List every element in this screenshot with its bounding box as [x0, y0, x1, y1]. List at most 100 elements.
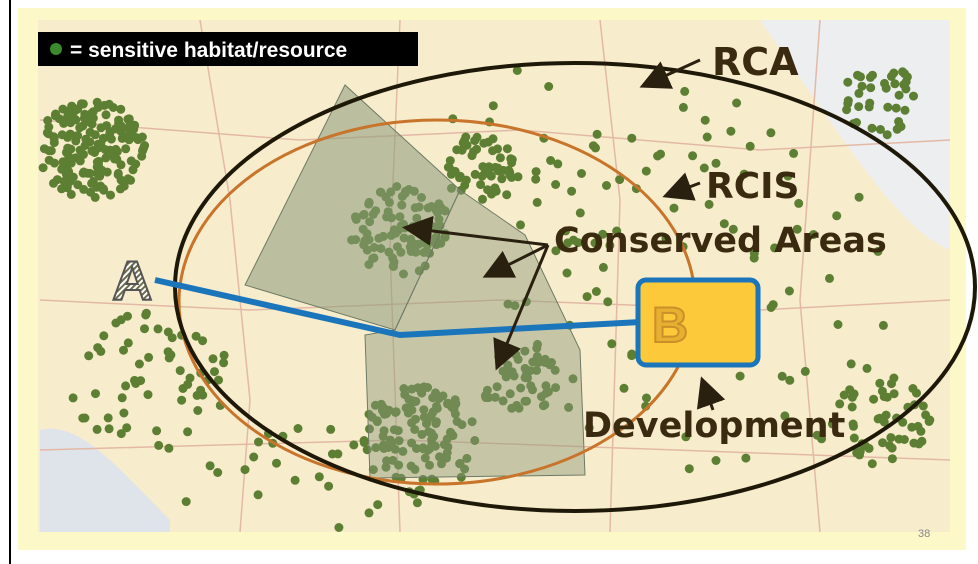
habitat-dot	[492, 382, 502, 392]
habitat-dot	[894, 117, 904, 126]
habitat-dot	[116, 429, 126, 439]
habitat-dot	[745, 141, 755, 151]
habitat-dot	[349, 440, 359, 450]
habitat-dot	[900, 105, 910, 115]
habitat-dot	[488, 134, 498, 144]
habitat-dot	[92, 424, 102, 434]
habitat-dot	[154, 440, 164, 450]
habitat-dot	[407, 418, 417, 428]
habitat-dot	[854, 102, 864, 112]
habitat-dot	[800, 366, 810, 376]
habitat-dot	[470, 169, 480, 179]
habitat-dot	[478, 162, 488, 172]
habitat-dot	[544, 82, 554, 91]
habitat-dot	[66, 189, 76, 199]
habitat-dot	[101, 110, 111, 120]
habitat-dot	[50, 158, 59, 168]
habitat-dot	[364, 508, 374, 518]
habitat-dot	[44, 122, 54, 132]
habitat-dot	[749, 248, 759, 258]
habitat-dot	[68, 393, 78, 403]
habitat-dot	[551, 383, 561, 393]
habitat-dot	[384, 405, 394, 415]
rcis-label: RCIS	[706, 166, 799, 207]
habitat-dot	[741, 453, 751, 463]
habitat-dot	[46, 146, 56, 156]
habitat-dot	[479, 138, 489, 148]
habitat-dot	[183, 427, 193, 437]
habitat-dot	[434, 394, 444, 404]
habitat-dot	[488, 101, 498, 111]
habitat-dot	[101, 153, 111, 163]
habitat-dot	[873, 246, 883, 256]
habitat-dot	[290, 475, 300, 485]
habitat-dot	[833, 320, 843, 329]
habitat-dot	[71, 136, 81, 146]
habitat-dot	[412, 498, 422, 508]
habitat-dot	[359, 437, 369, 447]
habitat-dot	[809, 230, 818, 239]
habitat-dot	[883, 102, 893, 112]
habitat-dot	[891, 103, 901, 113]
habitat-dot	[210, 367, 219, 377]
habitat-dot	[38, 163, 48, 173]
habitat-dot	[656, 149, 665, 159]
habitat-dot	[512, 400, 522, 410]
habitat-dot	[450, 395, 460, 405]
habitat-dot	[432, 401, 441, 411]
habitat-dot	[739, 169, 749, 179]
point-a: A	[112, 249, 152, 312]
point-b: B	[652, 297, 688, 353]
habitat-dot	[726, 126, 736, 136]
habitat-dot	[413, 383, 423, 393]
habitat-dot	[603, 297, 613, 307]
habitat-dot	[219, 350, 229, 360]
habitat-dot	[163, 327, 173, 337]
habitat-dot	[843, 99, 853, 109]
habitat-dot	[909, 438, 919, 448]
habitat-dot	[562, 268, 572, 278]
habitat-dot	[324, 481, 334, 491]
arrows	[402, 58, 726, 411]
habitat-dot	[116, 104, 126, 114]
habitat-dot	[103, 413, 113, 423]
habitat-dot	[410, 464, 420, 474]
habitat-dot	[63, 132, 73, 142]
habitat-dot	[143, 390, 153, 400]
habitat-dot	[780, 411, 790, 421]
habitat-dot	[917, 436, 927, 446]
habitat-dot	[198, 336, 208, 346]
habitat-dot	[178, 384, 188, 393]
habitat-dot	[214, 375, 223, 385]
legend-dot	[50, 43, 62, 55]
habitat-dot	[854, 192, 864, 202]
ocean	[40, 428, 170, 532]
legend-box	[38, 32, 418, 66]
habitat-dot	[577, 169, 586, 178]
habitat-dot	[467, 151, 477, 161]
habitat-dot	[890, 79, 900, 89]
habitat-dot	[93, 102, 103, 112]
habitat-dot	[855, 447, 865, 457]
habitat-dot	[732, 98, 742, 108]
habitat-dot	[125, 118, 135, 128]
habitat-dot	[185, 373, 195, 383]
habitat-dot	[875, 125, 885, 134]
habitat-dot	[153, 324, 163, 334]
habitat-dot	[702, 132, 712, 142]
habitat-dot	[123, 311, 132, 321]
habitat-dot	[314, 472, 324, 482]
habitat-dot	[588, 141, 598, 151]
habitat-dot	[478, 194, 487, 204]
habitat-dot	[784, 286, 794, 296]
habitat-dot	[398, 446, 408, 456]
habitat-dot	[122, 423, 132, 433]
habitat-dot	[825, 273, 834, 283]
habitat-dot	[447, 402, 457, 412]
habitat-dot	[63, 111, 73, 121]
habitat-dot	[85, 127, 95, 137]
habitat-dot	[112, 147, 122, 157]
habitat-dot	[457, 420, 467, 430]
habitat-dot	[249, 452, 259, 462]
habitat-dot	[411, 396, 421, 406]
